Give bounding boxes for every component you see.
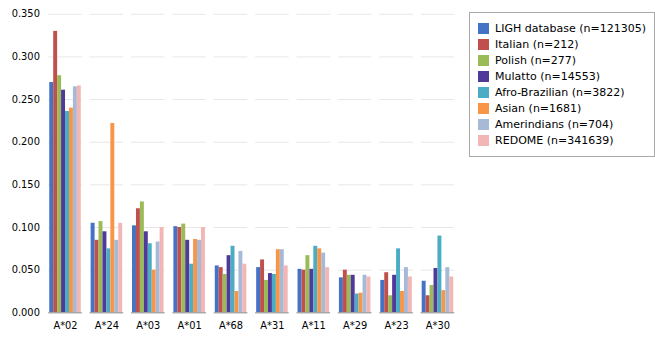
html-text:REDOME (n=341639): REDOME (n=341639) — [495, 134, 614, 147]
html-text:Asian (n=1681): Asian (n=1681) — [495, 102, 582, 115]
svg-text:A*68: A*68 — [219, 320, 243, 331]
html-text:Italian (n=212): Italian (n=212) — [495, 38, 579, 51]
svg-text:A*24: A*24 — [95, 320, 119, 331]
svg-text:0.100: 0.100 — [12, 222, 40, 233]
svg-text:A*31: A*31 — [260, 320, 284, 331]
svg-text:0.300: 0.300 — [12, 51, 40, 62]
svg-text:0.150: 0.150 — [12, 179, 40, 190]
svg-text:A*01: A*01 — [178, 320, 202, 331]
html-text:Afro-Brazilian (n=3822): Afro-Brazilian (n=3822) — [495, 86, 625, 99]
svg-text:0.200: 0.200 — [12, 136, 40, 147]
svg-text:0.050: 0.050 — [12, 264, 40, 275]
svg-text:A*02: A*02 — [53, 320, 77, 331]
svg-text:0.000: 0.000 — [12, 307, 40, 318]
svg-text:A*11: A*11 — [302, 320, 326, 331]
svg-text:A*30: A*30 — [426, 320, 450, 331]
svg-text:A*29: A*29 — [343, 320, 367, 331]
svg-text:A*03: A*03 — [136, 320, 160, 331]
html-text:Amerindians (n=704): Amerindians (n=704) — [495, 118, 614, 131]
html-text:Mulatto (n=14553): Mulatto (n=14553) — [495, 70, 600, 83]
html-text:Polish (n=277): Polish (n=277) — [495, 54, 577, 67]
html-text:LIGH database (n=121305): LIGH database (n=121305) — [495, 22, 646, 35]
svg-text:0.350: 0.350 — [12, 8, 40, 19]
svg-text:0.250: 0.250 — [12, 94, 40, 105]
svg-text:A*23: A*23 — [384, 320, 408, 331]
